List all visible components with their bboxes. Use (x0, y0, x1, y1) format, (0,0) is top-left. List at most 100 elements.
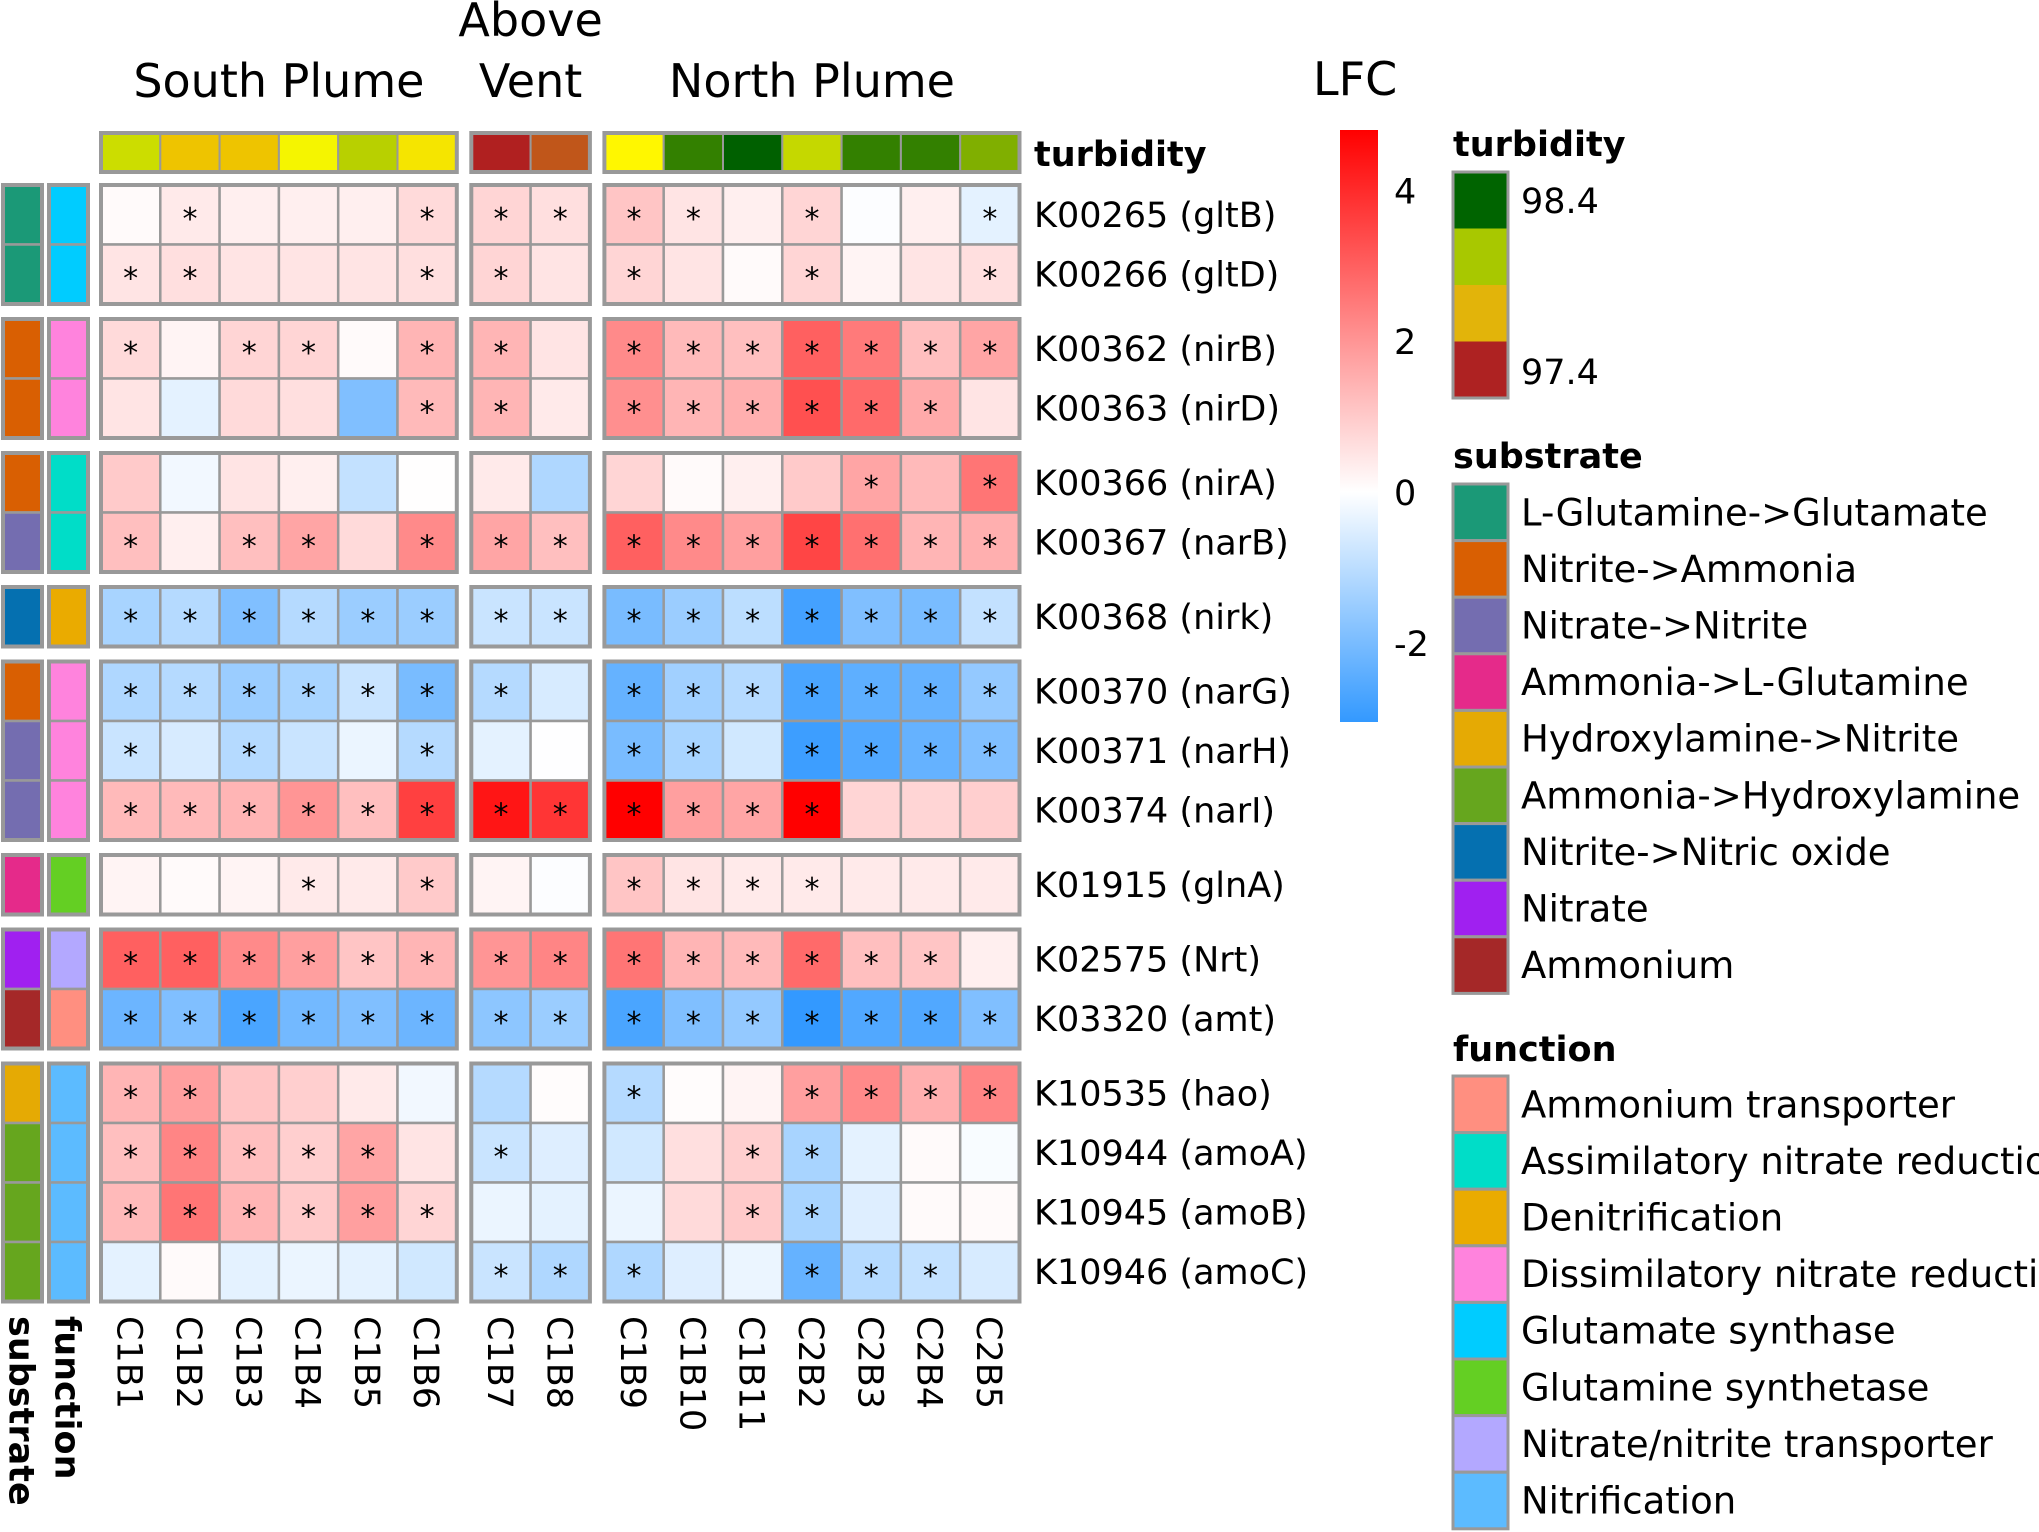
turbidity-annotation-cell (337, 132, 399, 173)
heatmap-cell (159, 377, 221, 440)
function-annotation-cell (47, 779, 90, 842)
column-label: C1B3 (227, 1316, 267, 1409)
significance-marker: * (493, 1259, 508, 1294)
function-legend-label: Nitrate/nitrite transporter (1521, 1423, 1994, 1466)
significance-marker: * (923, 678, 938, 713)
turbidity-legend-swatch (1453, 172, 1508, 229)
heatmap-cell (159, 451, 221, 514)
turbidity-legend-swatch (1453, 341, 1508, 398)
function-annotation-cell (47, 1121, 90, 1184)
significance-marker: * (182, 946, 197, 981)
significance-marker: * (553, 946, 568, 981)
heatmap-cell (336, 511, 399, 574)
significance-marker: * (420, 604, 435, 639)
significance-marker: * (804, 1140, 819, 1175)
substrate-legend-swatch (1451, 539, 1510, 599)
substrate-legend-swatch (1451, 935, 1510, 995)
substrate-legend-label: Ammonium (1521, 944, 1734, 987)
function-legend-swatch (1451, 1131, 1510, 1191)
significance-marker: * (864, 1259, 879, 1294)
turbidity-annotation-cell (470, 132, 532, 173)
heatmap-cell (840, 183, 903, 246)
heatmap-cell (470, 243, 532, 306)
row-label: K00368 (nirk) (1034, 598, 1273, 638)
heatmap-cell (529, 585, 592, 648)
significance-marker: * (982, 470, 997, 505)
function-legend-label: Glutamine synthetase (1521, 1366, 1929, 1409)
substrate-legend-swatch (1451, 708, 1510, 769)
heatmap-cell (529, 451, 592, 514)
heatmap-cell (218, 779, 281, 842)
substrate-legend-label: Nitrate->Nitrite (1521, 605, 1808, 648)
function-legend-swatch (1451, 1414, 1510, 1474)
significance-marker: * (982, 336, 997, 371)
significance-marker: * (923, 1259, 938, 1294)
substrate-legend-label: Nitrate (1521, 888, 1649, 931)
heatmap-cell (529, 1121, 592, 1184)
significance-marker: * (982, 678, 997, 713)
column-label: C2B4 (909, 1316, 949, 1409)
heatmap-block-border (99, 927, 459, 1051)
function-annotation-border (47, 451, 90, 574)
row-label: K10946 (amoC) (1034, 1253, 1308, 1293)
function-annotation-border (47, 1061, 90, 1304)
row-label: K00266 (gltD) (1034, 255, 1279, 295)
significance-marker: * (242, 604, 257, 639)
heatmap-cell (958, 987, 1021, 1050)
significance-marker: * (301, 604, 316, 639)
significance-marker: * (982, 529, 997, 564)
significance-marker: * (182, 261, 197, 296)
significance-marker: * (686, 1006, 701, 1041)
substrate-annotation-cell (1, 660, 44, 723)
significance-marker: * (123, 604, 138, 639)
heatmap-cell (218, 377, 281, 440)
significance-marker: * (553, 529, 568, 564)
turbidity-legend-border (1451, 170, 1510, 400)
significance-marker: * (804, 678, 819, 713)
substrate-legend-swatch (1451, 822, 1510, 882)
substrate-annotation-border (1, 659, 44, 842)
function-annotation-cell (47, 987, 90, 1050)
heatmap-cell (277, 451, 340, 514)
heatmap-cell (218, 1181, 281, 1244)
heatmap-cell (159, 1121, 221, 1184)
row-label: K00362 (nirB) (1034, 330, 1277, 370)
significance-marker: * (627, 1259, 642, 1294)
substrate-annotation-cell (1, 511, 44, 574)
heatmap-cell (396, 1240, 459, 1303)
significance-marker: * (923, 1006, 938, 1041)
significance-marker: * (242, 1140, 257, 1175)
heatmap-cell (218, 451, 281, 514)
heatmap-cell (603, 1121, 665, 1184)
significance-marker: * (804, 604, 819, 639)
substrate-legend-label: Nitrite->Ammonia (1521, 548, 1857, 591)
heatmap-cell (336, 853, 399, 916)
heatmap-block-border (602, 659, 1022, 842)
heatmap-cell (336, 1062, 399, 1125)
significance-marker: * (360, 604, 375, 639)
heatmap-cell (218, 853, 281, 916)
substrate-annotation-cell (1, 1062, 44, 1125)
substrate-legend-label: L-Glutamine->Glutamate (1521, 491, 1988, 534)
significance-marker: * (493, 604, 508, 639)
significance-marker: * (493, 1006, 508, 1041)
significance-marker: * (804, 261, 819, 296)
column-label: C1B2 (168, 1316, 208, 1409)
function-annotation-border (47, 659, 90, 842)
heatmap-cell (159, 853, 221, 916)
heatmap-cell (470, 451, 532, 514)
significance-marker: * (686, 395, 701, 430)
function-annotation-cell (47, 511, 90, 574)
column-label: C1B11 (731, 1316, 771, 1431)
column-label: C1B1 (109, 1316, 149, 1409)
significance-marker: * (804, 1080, 819, 1115)
row-label: K10944 (amoA) (1034, 1134, 1308, 1174)
function-legend-swatch (1451, 1357, 1510, 1418)
significance-marker: * (301, 1006, 316, 1041)
substrate-annotation-cell (1, 779, 44, 842)
heatmap-cell (529, 660, 592, 723)
heatmap-cell (336, 719, 399, 782)
heatmap-cell (603, 1181, 665, 1244)
significance-marker: * (864, 738, 879, 773)
significance-marker: * (627, 872, 642, 907)
